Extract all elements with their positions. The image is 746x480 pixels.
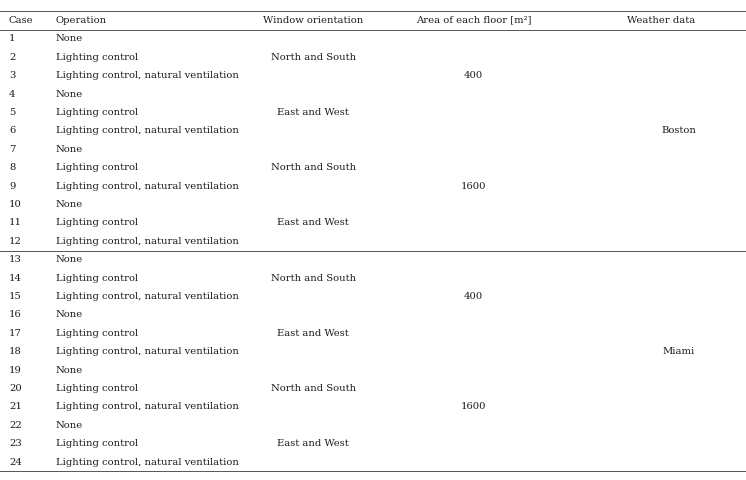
Text: 1: 1 — [9, 35, 16, 44]
Text: 17: 17 — [9, 329, 22, 338]
Text: 16: 16 — [9, 311, 22, 320]
Text: 19: 19 — [9, 366, 22, 375]
Text: 1600: 1600 — [461, 181, 486, 191]
Text: 10: 10 — [9, 200, 22, 209]
Text: North and South: North and South — [271, 163, 356, 172]
Text: None: None — [56, 200, 84, 209]
Text: North and South: North and South — [271, 274, 356, 283]
Text: 13: 13 — [9, 255, 22, 264]
Text: None: None — [56, 145, 84, 154]
Text: 22: 22 — [9, 421, 22, 430]
Text: Window orientation: Window orientation — [263, 16, 363, 24]
Text: Lighting control, natural ventilation: Lighting control, natural ventilation — [56, 71, 239, 80]
Text: North and South: North and South — [271, 384, 356, 393]
Text: 7: 7 — [9, 145, 16, 154]
Text: Case: Case — [9, 16, 34, 24]
Text: Lighting control: Lighting control — [56, 163, 138, 172]
Text: East and West: East and West — [278, 329, 349, 338]
Text: 1600: 1600 — [461, 402, 486, 411]
Text: None: None — [56, 35, 84, 44]
Text: Weather data: Weather data — [627, 16, 695, 24]
Text: Lighting control, natural ventilation: Lighting control, natural ventilation — [56, 181, 239, 191]
Text: 23: 23 — [9, 439, 22, 448]
Text: 400: 400 — [464, 71, 483, 80]
Text: 5: 5 — [9, 108, 16, 117]
Text: 18: 18 — [9, 347, 22, 356]
Text: 21: 21 — [9, 402, 22, 411]
Text: Lighting control: Lighting control — [56, 274, 138, 283]
Text: Lighting control, natural ventilation: Lighting control, natural ventilation — [56, 457, 239, 467]
Text: 9: 9 — [9, 181, 16, 191]
Text: Lighting control, natural ventilation: Lighting control, natural ventilation — [56, 292, 239, 301]
Text: East and West: East and West — [278, 218, 349, 228]
Text: 24: 24 — [9, 457, 22, 467]
Text: None: None — [56, 366, 84, 375]
Text: 6: 6 — [9, 126, 15, 135]
Text: Lighting control: Lighting control — [56, 53, 138, 62]
Text: 8: 8 — [9, 163, 16, 172]
Text: 11: 11 — [9, 218, 22, 228]
Text: Lighting control, natural ventilation: Lighting control, natural ventilation — [56, 347, 239, 356]
Text: 14: 14 — [9, 274, 22, 283]
Text: Lighting control: Lighting control — [56, 108, 138, 117]
Text: 3: 3 — [9, 71, 16, 80]
Text: Boston: Boston — [662, 126, 696, 135]
Text: None: None — [56, 90, 84, 99]
Text: 400: 400 — [464, 292, 483, 301]
Text: North and South: North and South — [271, 53, 356, 62]
Text: Lighting control: Lighting control — [56, 218, 138, 228]
Text: 20: 20 — [9, 384, 22, 393]
Text: 4: 4 — [9, 90, 16, 99]
Text: Lighting control, natural ventilation: Lighting control, natural ventilation — [56, 126, 239, 135]
Text: Lighting control: Lighting control — [56, 439, 138, 448]
Text: None: None — [56, 255, 84, 264]
Text: Lighting control, natural ventilation: Lighting control, natural ventilation — [56, 237, 239, 246]
Text: None: None — [56, 421, 84, 430]
Text: 2: 2 — [9, 53, 16, 62]
Text: Area of each floor [m²]: Area of each floor [m²] — [416, 16, 531, 24]
Text: Lighting control, natural ventilation: Lighting control, natural ventilation — [56, 402, 239, 411]
Text: 15: 15 — [9, 292, 22, 301]
Text: 12: 12 — [9, 237, 22, 246]
Text: East and West: East and West — [278, 439, 349, 448]
Text: Lighting control: Lighting control — [56, 329, 138, 338]
Text: None: None — [56, 311, 84, 320]
Text: Lighting control: Lighting control — [56, 384, 138, 393]
Text: Operation: Operation — [56, 16, 107, 24]
Text: Miami: Miami — [662, 347, 695, 356]
Text: East and West: East and West — [278, 108, 349, 117]
